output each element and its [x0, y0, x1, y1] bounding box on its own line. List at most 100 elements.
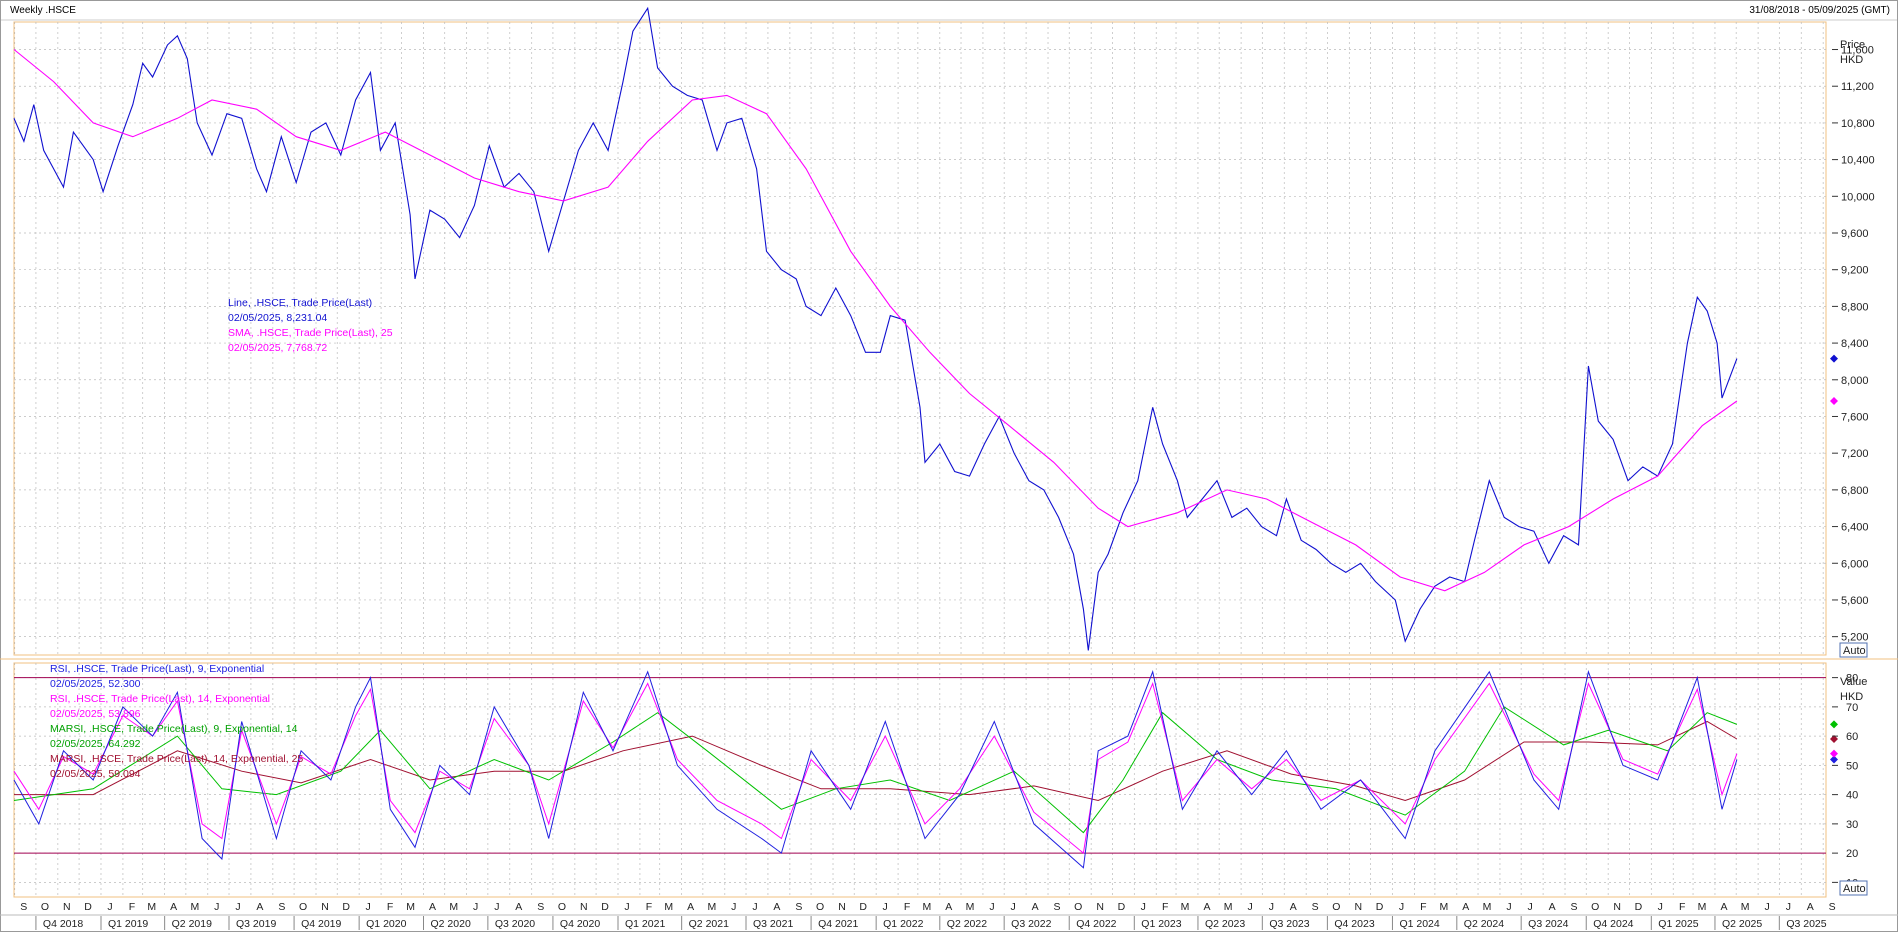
x-month-label: M	[406, 901, 415, 913]
price-panel-frame	[13, 21, 1827, 656]
x-month-label: M	[923, 901, 932, 913]
price-tick-label: 6,800	[1841, 485, 1869, 497]
price-legend-value: 02/05/2025, 8,231.04	[228, 312, 327, 324]
x-month-label: J	[473, 901, 478, 913]
price-auto-button[interactable]: Auto	[1839, 642, 1868, 658]
date-range: 31/08/2018 - 05/09/2025 (GMT)	[1749, 5, 1890, 16]
x-month-label: O	[816, 901, 824, 913]
price-tick-label: 11,600	[1841, 45, 1874, 57]
x-month-label: A	[515, 901, 522, 913]
x-month-label: J	[1528, 901, 1533, 913]
x-month-label: D	[84, 901, 92, 913]
x-month-label: O	[1074, 901, 1082, 913]
price-tick-label: 10,000	[1841, 191, 1875, 203]
x-quarter-label: Q1 2025	[1658, 918, 1698, 930]
series-layer	[13, 6, 1738, 869]
x-month-label: M	[1181, 901, 1190, 913]
rsi-axis-currency: HKD	[1840, 691, 1863, 703]
x-month-label: A	[1807, 901, 1814, 913]
marker-layer	[1830, 354, 1838, 764]
x-month-label: O	[558, 901, 566, 913]
x-month-label: M	[664, 901, 673, 913]
x-month-label: S	[537, 901, 544, 913]
x-month-label: S	[1054, 901, 1061, 913]
rsi-legend-name: MARSI, .HSCE, Trade Price(Last), 14, Exp…	[50, 753, 303, 765]
rsi-legend-value: 02/05/2025, 53.896	[50, 708, 141, 720]
x-month-label: S	[278, 901, 285, 913]
x-month-label: D	[859, 901, 867, 913]
price-axis-currency: HKD	[1840, 54, 1863, 66]
x-month-label: S	[1829, 901, 1836, 913]
price-tick-label: 6,400	[1841, 522, 1869, 534]
x-month-label: N	[321, 901, 329, 913]
x-quarter-label: Q4 2022	[1076, 918, 1116, 930]
price-legend-name: Line, .HSCE, Trade Price(Last)	[228, 297, 372, 309]
x-month-label: M	[966, 901, 975, 913]
rsi-auto-button[interactable]: Auto	[1839, 880, 1868, 896]
price-tick-label: 9,200	[1841, 265, 1869, 277]
x-month-label: M	[1483, 901, 1492, 913]
x-month-label: M	[190, 901, 199, 913]
x-quarter-label: Q3 2023	[1269, 918, 1309, 930]
x-month-label: M	[1440, 901, 1449, 913]
rsi-legend-name: RSI, .HSCE, Trade Price(Last), 9, Expone…	[50, 663, 264, 675]
x-month-label: N	[838, 901, 846, 913]
price-tick-label: 7,200	[1841, 448, 1869, 460]
x-month-label: A	[1290, 901, 1297, 913]
x-quarter-label: Q2 2025	[1722, 918, 1762, 930]
rsi-last-marker	[1830, 720, 1838, 729]
marsi-9-series	[13, 706, 1738, 834]
x-quarter-label: Q4 2023	[1334, 918, 1374, 930]
x-month-label: J	[1247, 901, 1252, 913]
price-axis-unit-label: Price	[1840, 39, 1865, 51]
x-month-label: J	[494, 901, 499, 913]
x-month-label: J	[107, 901, 112, 913]
x-month-label: M	[1698, 901, 1707, 913]
chart-title: Weekly .HSCE	[10, 5, 76, 16]
rsi-last-marker	[1830, 755, 1838, 764]
x-month-label: S	[1312, 901, 1319, 913]
x-month-label: D	[1118, 901, 1126, 913]
x-month-label: S	[795, 901, 802, 913]
x-month-label: F	[1420, 901, 1426, 913]
x-month-label: N	[63, 901, 71, 913]
x-quarter-label: Q1 2020	[366, 918, 406, 930]
rsi-last-marker	[1830, 735, 1838, 744]
x-quarter-label: Q3 2022	[1011, 918, 1051, 930]
price-tick-label: 8,000	[1841, 375, 1869, 387]
sma-line-series	[13, 49, 1738, 592]
rsi-9-series	[13, 670, 1738, 869]
x-month-label: J	[366, 901, 371, 913]
x-month-label: J	[624, 901, 629, 913]
x-month-label: J	[1764, 901, 1769, 913]
price-line-series	[13, 6, 1738, 651]
x-month-label: J	[1269, 901, 1274, 913]
price-tick-label: 10,400	[1841, 155, 1875, 167]
x-month-label: J	[1399, 901, 1404, 913]
x-month-label: N	[1355, 901, 1363, 913]
price-tick-label: 10,800	[1841, 118, 1875, 130]
x-month-label: O	[299, 901, 307, 913]
x-month-label: A	[256, 901, 263, 913]
x-quarter-label: Q4 2021	[818, 918, 858, 930]
x-month-label: N	[1096, 901, 1104, 913]
price-tick-label: 6,000	[1841, 558, 1869, 570]
price-tick-label: 5,200	[1841, 632, 1869, 644]
price-tick-label: 8,400	[1841, 338, 1869, 350]
x-month-label: O	[41, 901, 49, 913]
price-last-marker	[1830, 354, 1838, 363]
x-month-label: A	[1549, 901, 1556, 913]
x-month-label: D	[1635, 901, 1643, 913]
x-quarter-label: Q3 2020	[495, 918, 535, 930]
x-month-label: D	[1376, 901, 1384, 913]
rsi-tick-label: 40	[1846, 790, 1858, 802]
x-month-label: J	[1506, 901, 1511, 913]
x-month-label: M	[147, 901, 156, 913]
x-month-label: M	[449, 901, 458, 913]
sma-last-marker	[1830, 396, 1838, 405]
rsi-legend-value: 02/05/2025, 59.094	[50, 768, 141, 780]
x-quarter-label: Q2 2019	[172, 918, 212, 930]
x-month-label: A	[687, 901, 694, 913]
